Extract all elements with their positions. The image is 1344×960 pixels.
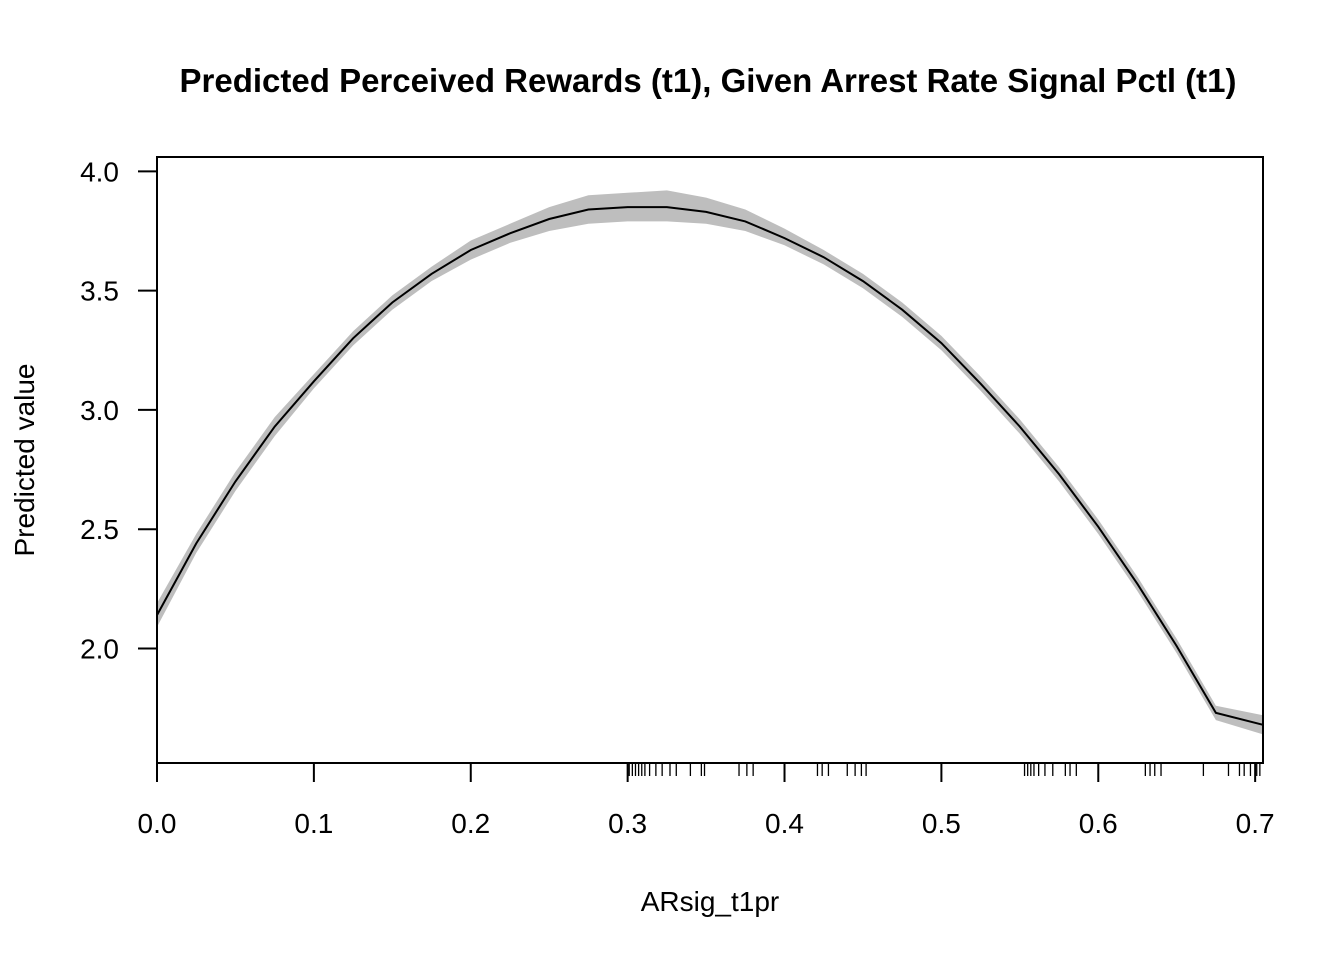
y-tick-label: 3.5 (80, 276, 119, 307)
x-tick-label: 0.5 (922, 808, 961, 839)
line-group (156, 206, 1264, 726)
y-tick-label: 2.0 (80, 633, 119, 664)
x-tick-label: 0.3 (608, 808, 647, 839)
prediction-line (156, 206, 1264, 726)
y-axis: 2.0 2.5 3.0 3.5 4.0 (80, 156, 158, 664)
y-tick-label: 4.0 (80, 156, 119, 187)
x-tick-label: 0.6 (1079, 808, 1118, 839)
x-tick-label: 0.1 (294, 808, 333, 839)
plot-border (156, 156, 1264, 764)
y-tick-label: 2.5 (80, 514, 119, 545)
x-tick-label: 0.4 (765, 808, 804, 839)
x-axis: 0.0 0.1 0.2 0.3 0.4 0.5 0.6 0.7 (138, 762, 1275, 839)
x-tick-label: 0.7 (1236, 808, 1275, 839)
y-tick-label: 3.0 (80, 395, 119, 426)
x-axis-label: ARsig_t1pr (641, 886, 780, 917)
x-tick-label: 0.2 (451, 808, 490, 839)
ci-band-group (157, 190, 1263, 735)
y-axis-label: Predicted value (9, 363, 40, 556)
confidence-band (157, 190, 1263, 735)
chart-title: Predicted Perceived Rewards (t1), Given … (180, 62, 1237, 99)
rug-marks (628, 763, 1261, 776)
x-tick-label: 0.0 (138, 808, 177, 839)
